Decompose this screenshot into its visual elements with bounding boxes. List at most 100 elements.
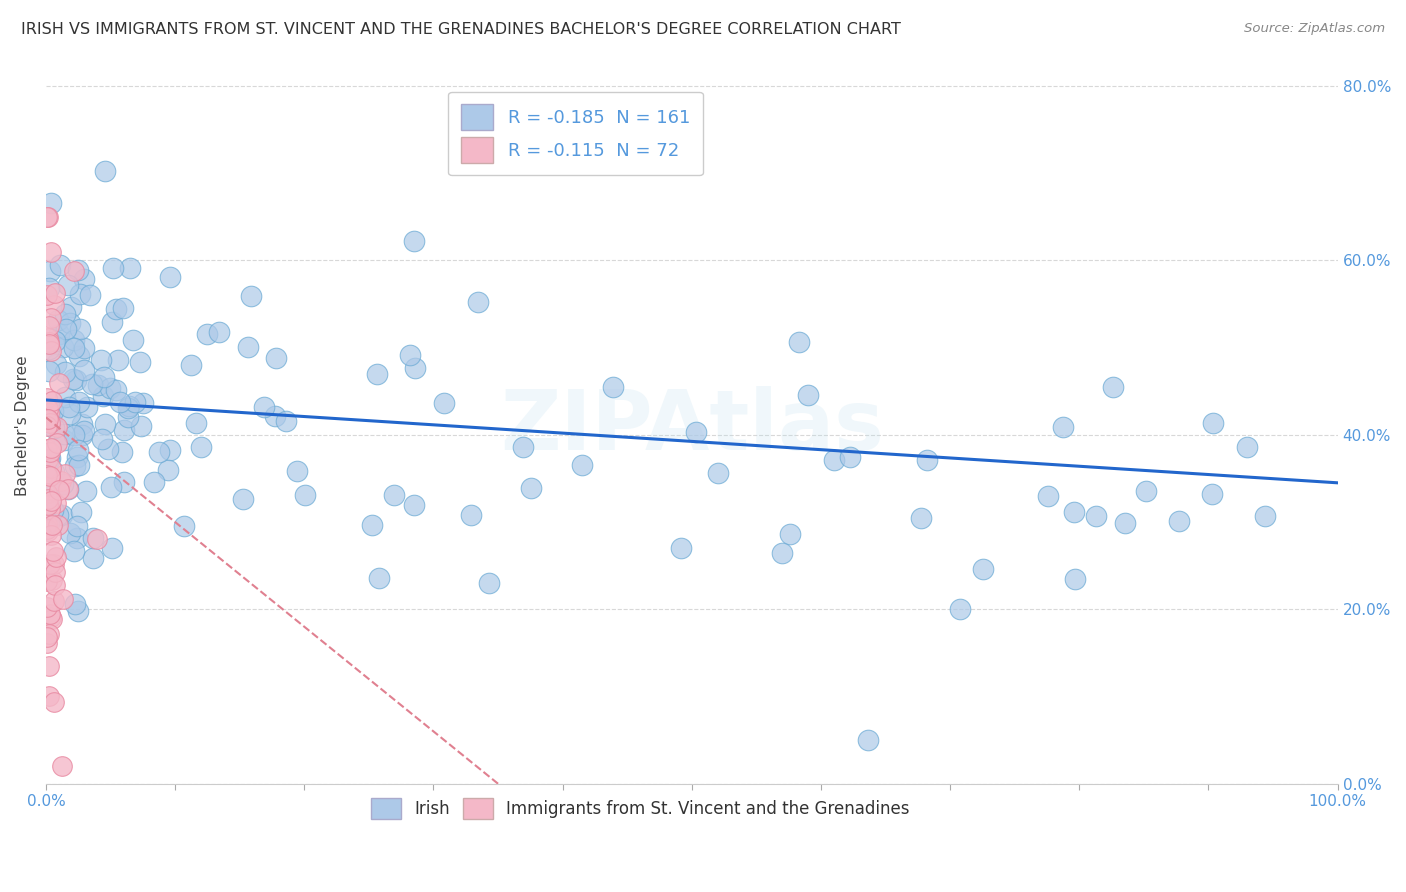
Point: [915, 452, 938, 467]
Point: [404, 235, 426, 249]
Point: [910, 511, 932, 525]
Point: [44, 565, 66, 579]
Point: [41, 393, 63, 408]
Point: [41, 612, 63, 626]
Point: [63, 458, 86, 473]
Point: [82, 531, 104, 545]
Point: [779, 527, 801, 541]
Point: [48, 326, 70, 341]
Point: [52, 340, 75, 354]
Point: [38, 452, 60, 467]
Point: [238, 340, 260, 354]
Point: [66, 519, 89, 533]
Point: [838, 450, 860, 464]
Point: [48, 508, 70, 523]
Point: [1052, 419, 1074, 434]
Point: [82, 376, 104, 391]
Point: [96, 442, 118, 457]
Point: [37, 402, 59, 417]
Point: [46, 420, 69, 434]
Point: [37, 467, 59, 482]
Point: [79, 287, 101, 301]
Point: [69, 322, 91, 336]
Point: [39, 469, 62, 483]
Point: [770, 546, 793, 560]
Point: [38, 626, 60, 640]
Point: [38, 450, 60, 465]
Point: [45, 496, 67, 510]
Point: [142, 475, 165, 490]
Point: [62, 427, 84, 442]
Point: [41, 573, 63, 587]
Point: [39, 502, 62, 516]
Point: [37, 331, 59, 345]
Y-axis label: Bachelor's Degree: Bachelor's Degree: [15, 356, 30, 497]
Point: [159, 443, 181, 458]
Point: [58, 407, 80, 421]
Point: [66, 531, 89, 545]
Point: [75, 483, 97, 498]
Point: [67, 349, 90, 363]
Point: [404, 361, 426, 376]
Point: [38, 281, 60, 295]
Point: [157, 463, 180, 477]
Point: [73, 363, 96, 377]
Point: [39, 494, 62, 508]
Point: [58, 400, 80, 414]
Point: [478, 575, 501, 590]
Point: [58, 482, 80, 496]
Point: [66, 450, 89, 465]
Point: [73, 341, 96, 355]
Point: [460, 508, 482, 523]
Point: [42, 465, 65, 479]
Point: [56, 277, 79, 292]
Point: [37, 492, 59, 507]
Point: [90, 352, 112, 367]
Point: [112, 475, 135, 489]
Point: [707, 466, 730, 480]
Point: [66, 442, 89, 457]
Point: [1102, 380, 1125, 394]
Point: [63, 333, 86, 347]
Point: [63, 341, 86, 355]
Point: [35, 522, 58, 536]
Point: [1114, 516, 1136, 530]
Point: [59, 526, 82, 541]
Point: [42, 503, 65, 517]
Point: [73, 271, 96, 285]
Point: [42, 403, 65, 417]
Point: [129, 354, 152, 368]
Point: [382, 487, 405, 501]
Point: [38, 607, 60, 622]
Point: [62, 544, 84, 558]
Point: [669, 541, 692, 555]
Point: [274, 414, 297, 428]
Point: [35, 574, 58, 589]
Point: [38, 363, 60, 377]
Point: [37, 517, 59, 532]
Point: [512, 440, 534, 454]
Point: [1236, 441, 1258, 455]
Point: [73, 424, 96, 438]
Point: [399, 348, 422, 362]
Point: [195, 326, 218, 341]
Point: [70, 427, 93, 442]
Point: [159, 270, 181, 285]
Point: [39, 264, 62, 278]
Point: [38, 415, 60, 429]
Point: [70, 417, 93, 431]
Point: [53, 307, 76, 321]
Point: [38, 342, 60, 356]
Point: [787, 335, 810, 350]
Point: [239, 289, 262, 303]
Point: [38, 689, 60, 703]
Point: [67, 262, 90, 277]
Point: [263, 409, 285, 424]
Point: [35, 636, 58, 650]
Point: [69, 287, 91, 301]
Point: [37, 392, 59, 406]
Point: [52, 476, 75, 491]
Point: [111, 301, 134, 316]
Point: [48, 376, 70, 391]
Point: [41, 609, 63, 624]
